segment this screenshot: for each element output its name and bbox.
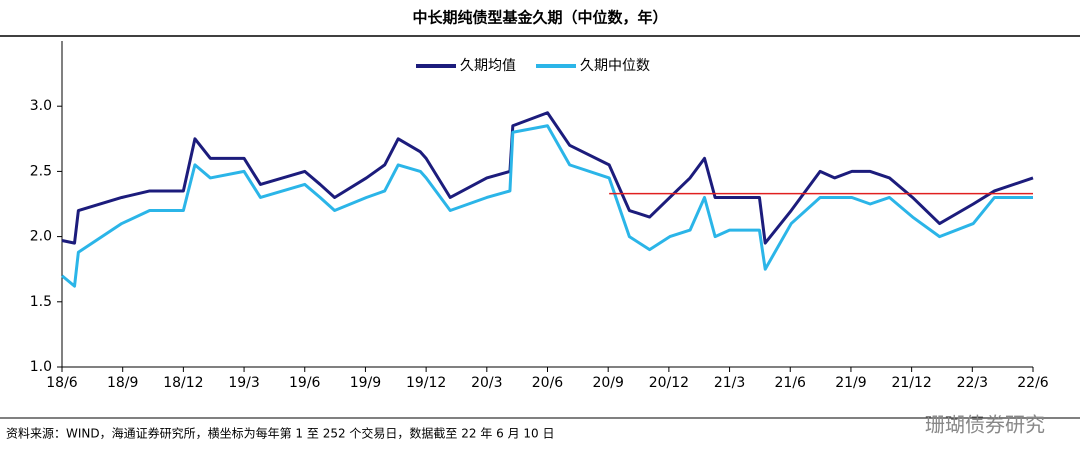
y-tick-label: 3.0	[30, 98, 52, 114]
x-tick-label: 19/12	[406, 375, 446, 391]
x-tick-label: 20/3	[471, 375, 502, 391]
x-tick-label: 19/3	[228, 375, 259, 391]
y-tick-label: 1.0	[30, 359, 52, 375]
chart-title: 中长期纯债型基金久期（中位数，年）	[412, 9, 667, 27]
x-tick-label: 18/12	[163, 375, 203, 391]
x-tick-label: 20/12	[649, 375, 689, 391]
legend-label: 久期均值	[460, 58, 516, 74]
x-tick-label: 18/6	[46, 375, 78, 391]
x-tick-label: 18/9	[107, 375, 138, 391]
y-tick-label: 2.5	[30, 163, 52, 179]
legend-label: 久期中位数	[580, 58, 650, 74]
x-tick-label: 19/9	[350, 375, 381, 391]
x-tick-label: 21/9	[835, 375, 866, 391]
x-tick-label: 22/6	[1017, 375, 1049, 391]
x-tick-label: 21/12	[891, 375, 931, 391]
y-tick-label: 1.5	[30, 294, 52, 310]
series-line	[61, 111, 1034, 245]
watermark: 珊瑚债券研究	[925, 413, 1045, 437]
x-tick-label: 19/6	[289, 375, 321, 391]
source-note: 资料来源：WIND，海通证券研究所，横坐标为每年第 1 至 252 个交易日，数…	[6, 426, 554, 441]
x-tick-label: 22/3	[957, 375, 988, 391]
y-tick-label: 2.0	[30, 229, 52, 245]
x-tick-label: 21/6	[775, 375, 807, 391]
x-tick-label: 20/9	[592, 375, 623, 391]
series-line	[61, 124, 1033, 288]
x-tick-label: 21/3	[714, 375, 745, 391]
x-tick-label: 20/6	[532, 375, 564, 391]
